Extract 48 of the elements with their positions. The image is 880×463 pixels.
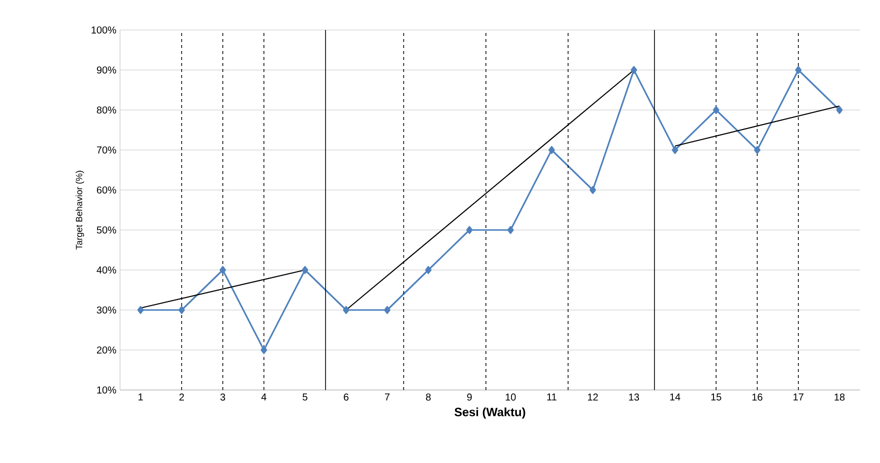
point — [672, 146, 678, 154]
point — [548, 146, 555, 154]
y-tick-label: 60% — [96, 186, 116, 194]
x-tick-label: 12 — [588, 394, 598, 401]
x-tick-label: 5 — [302, 394, 308, 401]
point — [342, 306, 350, 314]
y-tick-label: 30% — [96, 306, 116, 314]
point — [630, 66, 638, 74]
x-axis-title: Sesi (Waktu) — [454, 407, 526, 419]
y-axis-title: Target Behavior (%) — [76, 170, 84, 250]
point — [836, 106, 843, 114]
x-tick-label: 8 — [426, 394, 431, 401]
point — [590, 186, 596, 194]
x-tick-label: 17 — [794, 394, 804, 400]
point — [220, 266, 226, 274]
point — [137, 306, 144, 314]
y-tick-label: 80% — [96, 106, 116, 114]
x-tick-label: 4 — [261, 394, 266, 400]
x-tick-label: 1 — [138, 394, 143, 400]
x-tick-label: 18 — [834, 394, 845, 401]
point — [302, 266, 308, 274]
point — [754, 146, 760, 154]
x-tick-label: 2 — [179, 394, 184, 401]
point — [178, 306, 185, 314]
x-tick-label: 6 — [344, 394, 348, 401]
x-tick-label: 10 — [506, 394, 516, 401]
y-tick-label: 100% — [92, 26, 116, 34]
y-tick-label: 90% — [96, 66, 116, 74]
x-tick-label: 14 — [670, 394, 680, 400]
x-tick-label: 13 — [629, 394, 640, 401]
point — [795, 66, 802, 74]
point — [466, 226, 473, 234]
x-tick-label: 9 — [467, 394, 472, 401]
point — [712, 106, 720, 114]
x-tick-label: 16 — [752, 394, 762, 401]
x-tick-label: 7 — [384, 394, 390, 400]
y-tick-label: 10% — [97, 386, 116, 394]
x-tick-label: 15 — [711, 394, 722, 401]
x-tick-label: 11 — [547, 394, 556, 400]
y-tick-label: 70% — [96, 146, 116, 154]
point — [384, 306, 390, 314]
y-tick-label: 20% — [96, 346, 116, 354]
point — [507, 226, 514, 234]
y-tick-label: 40% — [96, 266, 116, 274]
y-tick-label: 50% — [96, 226, 116, 234]
point — [260, 346, 268, 354]
point — [425, 266, 432, 274]
x-tick-label: 3 — [220, 394, 226, 401]
